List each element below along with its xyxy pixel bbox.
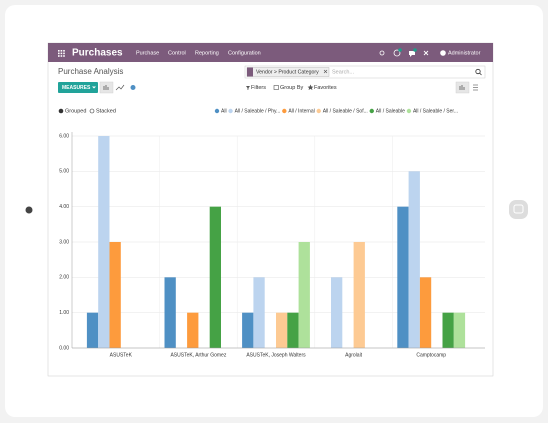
mode-option[interactable]: Grouped	[65, 108, 86, 114]
chart: 0.00 1.00 2.00 3.00 4.00 5.00 6.00 All All / Sal…	[59, 108, 485, 358]
camera	[25, 206, 33, 214]
legend-label: All / Saleable / Sof...	[323, 108, 368, 114]
x-tick-label: ASUSTeK	[110, 352, 133, 358]
menu-item[interactable]: Control	[168, 50, 186, 56]
apps-icon[interactable]	[58, 50, 65, 57]
menu-item[interactable]: Configuration	[228, 50, 261, 56]
radio-selected[interactable]	[58, 108, 64, 114]
bar	[331, 277, 343, 348]
y-tick-label: 0.00	[59, 345, 69, 351]
breadcrumb: Purchase Analysis	[58, 67, 123, 76]
bar	[287, 312, 299, 348]
bar	[164, 277, 176, 348]
y-tick-label: 1.00	[59, 310, 69, 316]
line-chart-button[interactable]	[115, 84, 125, 91]
pivot-view-button[interactable]	[473, 84, 478, 91]
bar	[453, 312, 466, 348]
bar	[242, 312, 254, 348]
menu-item[interactable]: Purchase	[136, 50, 159, 56]
legend-label: All / Saleable	[376, 108, 405, 114]
y-tick-label: 3.00	[59, 239, 69, 245]
user-name[interactable]: Administrator	[448, 50, 481, 56]
bar	[298, 242, 310, 348]
bar	[209, 206, 221, 348]
search-icon	[479, 72, 482, 76]
graph-icon	[459, 85, 465, 90]
legend-label: All / Saleable / Ser...	[413, 108, 458, 114]
y-tick-label: 2.00	[59, 275, 69, 281]
y-tick-label: 5.00	[59, 169, 69, 175]
bar-chart-button[interactable]	[99, 81, 114, 94]
x-tick-label: Agrolait	[345, 352, 363, 358]
legend-swatch	[214, 108, 220, 114]
y-tick-label: 6.00	[59, 133, 69, 139]
legend-label: All	[221, 108, 227, 114]
legend-swatch	[406, 108, 412, 114]
facet-icon	[247, 67, 253, 77]
pie-chart-button[interactable]	[130, 85, 136, 90]
home-icon	[513, 204, 524, 214]
facet-remove[interactable]	[323, 69, 328, 74]
facet-label: Vendor > Product Category	[256, 69, 319, 75]
bar	[397, 206, 409, 348]
favorites[interactable]: Favorites	[314, 85, 337, 91]
bar	[353, 242, 365, 348]
activity-icon[interactable]	[393, 49, 401, 57]
legend-label: All / Internal	[288, 108, 314, 114]
legend-label: All / Saleable / Phy...	[235, 108, 281, 114]
close-icon[interactable]	[423, 50, 429, 56]
avatar	[440, 50, 446, 56]
chat-icon[interactable]	[409, 51, 415, 57]
navbar	[48, 43, 493, 62]
search-placeholder: Search...	[332, 69, 354, 75]
filter-icon	[246, 86, 250, 90]
legend-swatch	[228, 108, 233, 114]
radio[interactable]	[89, 108, 95, 114]
menu-item[interactable]: Reporting	[195, 50, 219, 56]
bar	[408, 171, 420, 348]
bar	[187, 312, 199, 348]
badge	[398, 48, 402, 52]
x-tick-label: Camptocamp	[416, 352, 446, 358]
measures-label: MEASURES	[62, 85, 91, 91]
legend-swatch	[369, 108, 374, 114]
group-icon	[273, 85, 279, 90]
x-tick-label: ASUSTeK, Arthur Gomez	[170, 352, 226, 358]
caret	[92, 86, 96, 89]
x-tick-label: ASUSTeK, Joseph Walters	[246, 352, 306, 358]
measures-button[interactable]	[58, 82, 98, 93]
graph-view-button[interactable]	[455, 81, 470, 94]
app-title: Purchases	[72, 48, 123, 59]
phone-icon[interactable]	[379, 50, 385, 56]
badge	[413, 48, 417, 52]
bar	[98, 136, 110, 348]
bar	[109, 242, 121, 348]
bar	[276, 312, 288, 348]
bar	[86, 312, 99, 348]
search-icon[interactable]	[475, 68, 481, 75]
bar	[442, 312, 454, 348]
bar	[419, 277, 432, 348]
legend-swatch	[316, 108, 321, 114]
mode-option[interactable]: Stacked	[96, 108, 116, 114]
bar	[253, 277, 265, 348]
y-tick-label: 4.00	[59, 204, 69, 210]
group-by[interactable]: Group By	[280, 85, 303, 91]
filters[interactable]: Filters	[251, 85, 266, 91]
star-icon	[307, 84, 314, 90]
bar-icon	[103, 85, 109, 90]
home-button[interactable]	[509, 200, 528, 219]
legend-swatch	[282, 108, 287, 114]
